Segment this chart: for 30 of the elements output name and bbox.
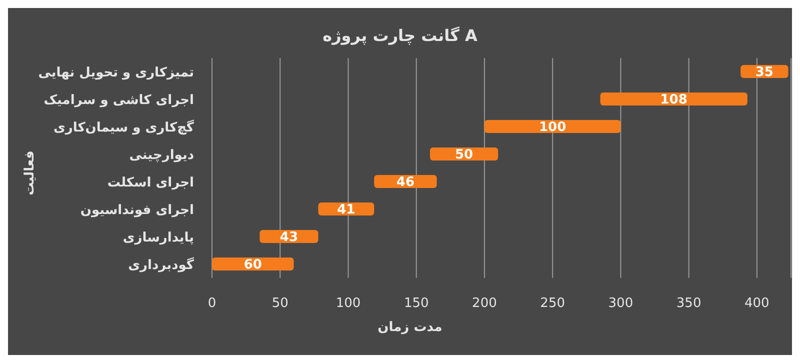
data-label: 41 bbox=[337, 202, 356, 218]
x-axis-title: مدت زمان bbox=[378, 320, 442, 335]
data-label: 100 bbox=[539, 120, 566, 136]
y-tick-label: گچ‌کاری و سیمان‌کاری bbox=[53, 119, 194, 136]
y-tick-label: دیوارچینی bbox=[129, 148, 194, 163]
x-tick-label: 300 bbox=[608, 296, 634, 312]
y-tick-label: اجرای کاشی و سرامیک bbox=[44, 92, 194, 108]
x-tick-label: 200 bbox=[472, 296, 497, 312]
x-tick-label: 50 bbox=[272, 296, 288, 312]
y-tick-label: اجرای فونداسیون bbox=[80, 202, 194, 218]
data-label: 43 bbox=[280, 230, 298, 246]
y-tick-label: تمیزکاری و تحویل نهایی bbox=[38, 65, 194, 80]
x-tick-label: 350 bbox=[676, 296, 702, 312]
chart-title: گانت چارت پروژه A bbox=[322, 26, 478, 45]
x-tick-label: 150 bbox=[404, 296, 429, 312]
data-label: 108 bbox=[660, 92, 688, 108]
x-tick-label: 0 bbox=[208, 296, 216, 312]
x-tick-label: 100 bbox=[336, 296, 361, 312]
data-label: 60 bbox=[244, 258, 262, 273]
y-axis-title: فعالیت bbox=[22, 150, 38, 196]
data-label: 35 bbox=[755, 65, 774, 80]
x-tick-label: 400 bbox=[744, 296, 770, 312]
data-label: 46 bbox=[396, 175, 414, 190]
y-tick-label: اجرای اسکلت bbox=[107, 175, 194, 190]
x-tick-label: 250 bbox=[540, 296, 565, 312]
bar bbox=[600, 92, 748, 106]
bar bbox=[484, 120, 621, 133]
y-tick-label: گودبرداری bbox=[128, 256, 194, 273]
data-label: 50 bbox=[454, 148, 474, 163]
y-tick-label: پایدارسازی bbox=[122, 230, 194, 246]
